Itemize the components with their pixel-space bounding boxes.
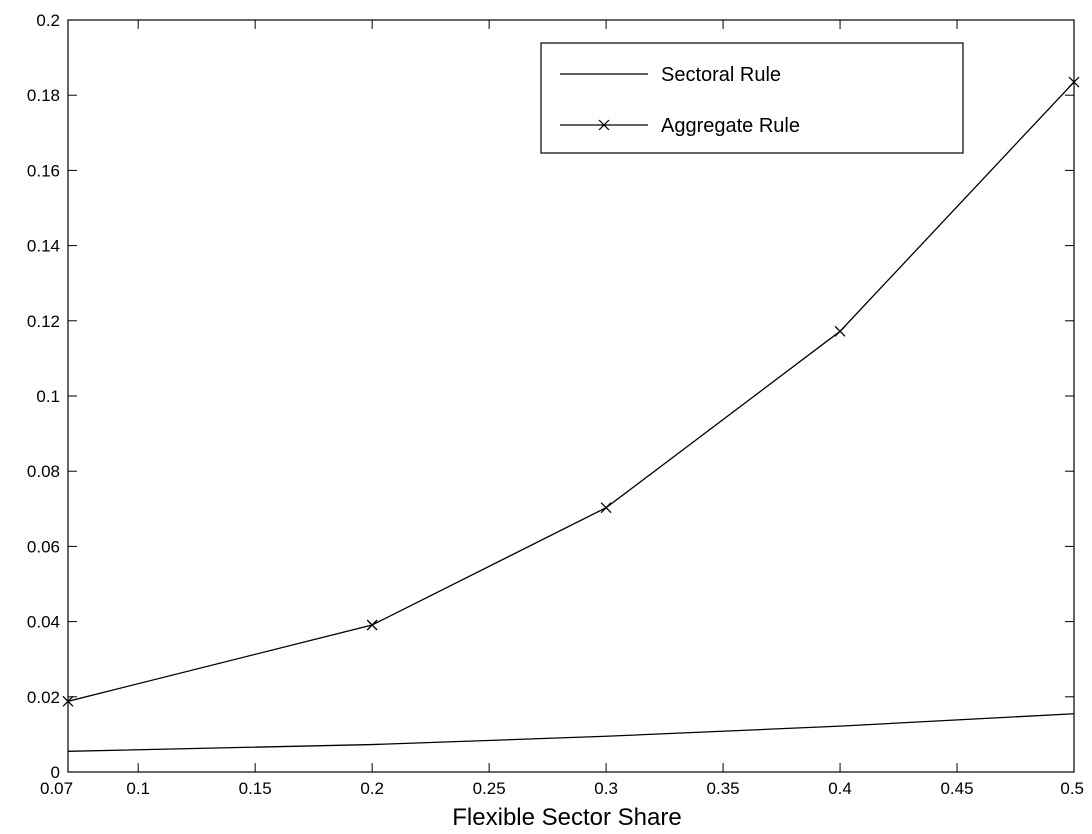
x-tick-label: 0.25 bbox=[473, 779, 506, 798]
legend-marker-aggregate-rule bbox=[598, 119, 610, 131]
axis-ticks: 0.07 0.1 0.15 0.2 0.25 0.3 0.35 0.4 0.45 0.5 0 0.02… bbox=[27, 11, 1084, 798]
series-line-sectoral-rule bbox=[67, 713, 1075, 752]
x-tick-label: 0.5 bbox=[1060, 779, 1084, 798]
data-point-aggregate-rule bbox=[1068, 76, 1080, 88]
y-tick-label: 0 bbox=[51, 763, 60, 782]
data-point-aggregate-rule bbox=[62, 695, 74, 707]
x-tick-label: 0.45 bbox=[940, 779, 973, 798]
x-axis-title: Flexible Sector Share bbox=[452, 804, 681, 831]
y-tick-label: 0.12 bbox=[27, 312, 60, 331]
x-tick-label: 0.4 bbox=[828, 779, 852, 798]
legend-box bbox=[540, 42, 964, 154]
y-tick-label: 0.06 bbox=[27, 537, 60, 556]
x-tick-label: 0.2 bbox=[360, 779, 384, 798]
y-tick-label: 0.18 bbox=[27, 86, 60, 105]
y-tick-label: 0.16 bbox=[27, 161, 60, 180]
y-tick-label: 0.1 bbox=[36, 387, 60, 406]
x-tick-label: 0.15 bbox=[239, 779, 272, 798]
legend-label-aggregate-rule: Aggregate Rule bbox=[661, 115, 800, 137]
y-tick-label: 0.2 bbox=[36, 11, 60, 30]
y-tick-label: 0.08 bbox=[27, 462, 60, 481]
x-tick-label: 0.35 bbox=[707, 779, 740, 798]
legend: Sectoral Rule Aggregate Rule bbox=[540, 42, 964, 154]
data-point-aggregate-rule bbox=[366, 619, 378, 631]
y-tick-label: 0.02 bbox=[27, 688, 60, 707]
x-tick-label: 0.1 bbox=[126, 779, 150, 798]
y-tick-label: 0.14 bbox=[27, 237, 60, 256]
x-tick-label: 0.3 bbox=[594, 779, 618, 798]
series-layer bbox=[62, 76, 1080, 752]
x-tick-label: 0.07 bbox=[40, 779, 73, 798]
y-tick-label: 0.04 bbox=[27, 613, 60, 632]
data-point-aggregate-rule bbox=[600, 502, 612, 514]
data-point-aggregate-rule bbox=[834, 325, 846, 337]
legend-label-sectoral-rule: Sectoral Rule bbox=[661, 64, 781, 86]
